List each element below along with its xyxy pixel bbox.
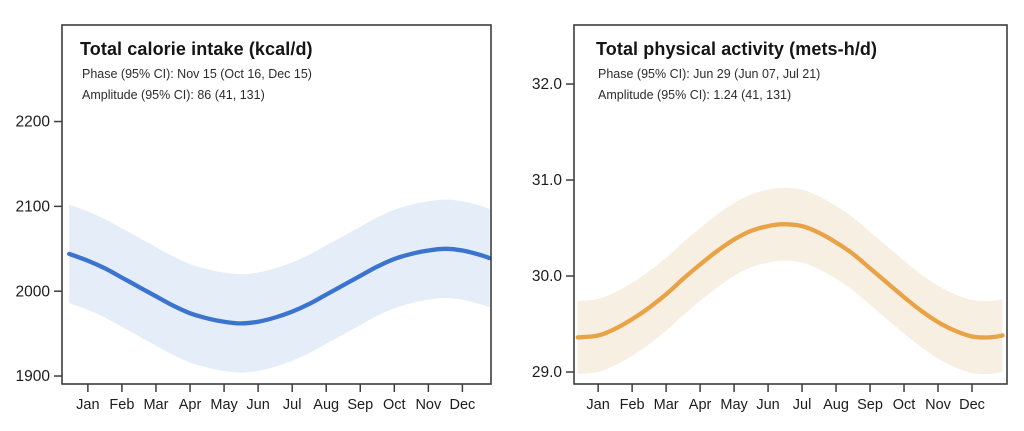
amplitude-annotation-calorie: Amplitude (95% CI): 86 (41, 131)	[82, 88, 265, 102]
y-tick-label: 2100	[16, 199, 51, 216]
x-tick-label: Sep	[347, 397, 373, 413]
x-tick-label: Mar	[143, 397, 168, 413]
x-tick-label: Feb	[109, 397, 134, 413]
y-tick-label: 2000	[16, 283, 51, 300]
y-tick-label: 1900	[16, 368, 51, 385]
confidence-band	[577, 187, 1003, 375]
trend-line	[575, 222, 1005, 340]
x-tick-label: May	[720, 397, 748, 413]
x-tick-label: May	[210, 397, 238, 413]
y-tick-label: 29.0	[532, 364, 563, 381]
x-tick-label: Oct	[383, 397, 406, 413]
y-tick-label: 30.0	[532, 268, 563, 285]
x-tick-label: Dec	[450, 397, 476, 413]
x-tick-label: Apr	[179, 397, 202, 413]
x-tick-label: Aug	[313, 397, 339, 413]
x-tick-label: Feb	[620, 397, 645, 413]
y-tick-label: 31.0	[532, 172, 563, 189]
x-tick-label: Jan	[76, 397, 99, 413]
y-tick-label: 32.0	[532, 76, 563, 93]
y-tick-label: 2200	[16, 114, 51, 131]
phase-annotation-calorie: Phase (95% CI): Nov 15 (Oct 16, Dec 15)	[82, 67, 312, 81]
x-tick-label: Oct	[893, 397, 916, 413]
x-tick-label: Nov	[415, 397, 442, 413]
x-tick-label: Jul	[283, 397, 302, 413]
x-tick-label: Sep	[857, 397, 883, 413]
chart-title-activity: Total physical activity (mets-h/d)	[596, 39, 878, 59]
x-tick-label: Nov	[925, 397, 952, 413]
x-tick-label: Aug	[823, 397, 849, 413]
x-tick-label: Dec	[959, 397, 985, 413]
chart-title-calorie: Total calorie intake (kcal/d)	[80, 39, 313, 59]
x-tick-label: Jun	[246, 397, 269, 413]
amplitude-annotation-activity: Amplitude (95% CI): 1.24 (41, 131)	[598, 88, 792, 102]
x-tick-label: Jul	[793, 397, 812, 413]
x-tick-label: Mar	[654, 397, 679, 413]
confidence-band	[69, 199, 490, 373]
x-tick-label: Apr	[689, 397, 712, 413]
x-tick-label: Jan	[586, 397, 609, 413]
x-tick-label: Jun	[756, 397, 779, 413]
phase-annotation-activity: Phase (95% CI): Jun 29 (Jun 07, Jul 21)	[598, 67, 821, 81]
trend-line	[67, 246, 492, 326]
